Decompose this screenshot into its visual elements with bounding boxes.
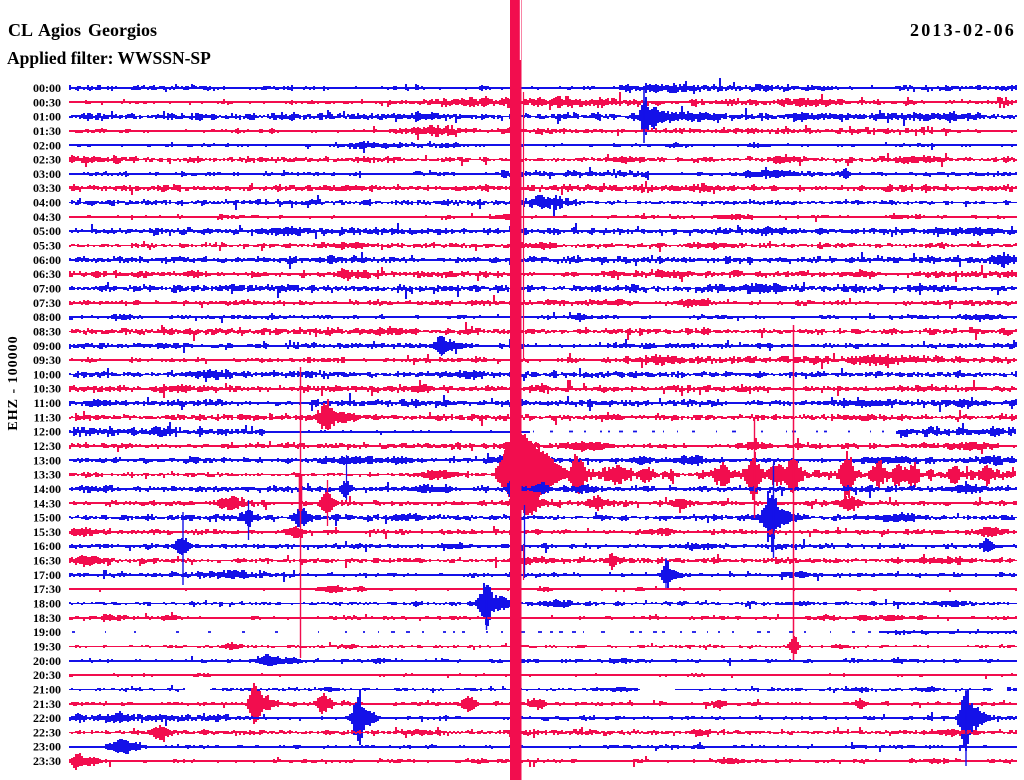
svg-text:14:30: 14:30 <box>33 497 61 511</box>
svg-text:20:00: 20:00 <box>33 654 61 668</box>
svg-text:22:30: 22:30 <box>33 726 61 740</box>
svg-text:10:30: 10:30 <box>33 382 61 396</box>
svg-text:00:30: 00:30 <box>33 96 61 110</box>
svg-text:03:30: 03:30 <box>33 181 61 195</box>
svg-text:08:30: 08:30 <box>33 325 61 339</box>
svg-text:12:30: 12:30 <box>33 439 61 453</box>
svg-text:05:00: 05:00 <box>33 224 61 238</box>
svg-text:EHZ - 100000: EHZ - 100000 <box>6 335 21 430</box>
svg-text:05:30: 05:30 <box>33 239 61 253</box>
svg-text:03:00: 03:00 <box>33 167 61 181</box>
svg-text:2013-02-06: 2013-02-06 <box>910 20 1016 40</box>
svg-text:19:00: 19:00 <box>33 625 61 639</box>
svg-text:01:30: 01:30 <box>33 124 61 138</box>
svg-text:06:00: 06:00 <box>33 253 61 267</box>
svg-text:09:30: 09:30 <box>33 353 61 367</box>
svg-text:11:30: 11:30 <box>34 411 61 425</box>
svg-text:16:00: 16:00 <box>33 539 61 553</box>
svg-text:18:30: 18:30 <box>33 611 61 625</box>
svg-text:21:00: 21:00 <box>33 683 61 697</box>
svg-text:17:30: 17:30 <box>33 582 61 596</box>
svg-text:10:00: 10:00 <box>33 368 61 382</box>
svg-text:19:30: 19:30 <box>33 640 61 654</box>
svg-text:15:00: 15:00 <box>33 511 61 525</box>
svg-text:07:00: 07:00 <box>33 282 61 296</box>
svg-text:00:00: 00:00 <box>33 81 61 95</box>
svg-text:14:00: 14:00 <box>33 482 61 496</box>
svg-text:08:00: 08:00 <box>33 310 61 324</box>
svg-text:02:00: 02:00 <box>33 139 61 153</box>
svg-text:20:30: 20:30 <box>33 668 61 682</box>
svg-text:07:30: 07:30 <box>33 296 61 310</box>
svg-text:Applied filter: WWSSN-SP: Applied filter: WWSSN-SP <box>7 48 211 68</box>
svg-text:16:30: 16:30 <box>33 554 61 568</box>
svg-text:06:30: 06:30 <box>33 267 61 281</box>
svg-text:23:00: 23:00 <box>33 740 61 754</box>
svg-text:CL Agios Georgios: CL Agios Georgios <box>8 20 157 40</box>
svg-text:21:30: 21:30 <box>33 697 61 711</box>
svg-text:13:30: 13:30 <box>33 468 61 482</box>
svg-text:23:30: 23:30 <box>33 754 61 768</box>
svg-text:22:00: 22:00 <box>33 711 61 725</box>
svg-text:11:00: 11:00 <box>34 396 61 410</box>
svg-text:04:00: 04:00 <box>33 196 61 210</box>
svg-text:04:30: 04:30 <box>33 210 61 224</box>
svg-text:13:00: 13:00 <box>33 454 61 468</box>
svg-text:09:00: 09:00 <box>33 339 61 353</box>
svg-text:15:30: 15:30 <box>33 525 61 539</box>
svg-text:18:00: 18:00 <box>33 597 61 611</box>
svg-text:01:00: 01:00 <box>33 110 61 124</box>
svg-text:12:00: 12:00 <box>33 425 61 439</box>
svg-text:17:00: 17:00 <box>33 568 61 582</box>
svg-text:02:30: 02:30 <box>33 153 61 167</box>
